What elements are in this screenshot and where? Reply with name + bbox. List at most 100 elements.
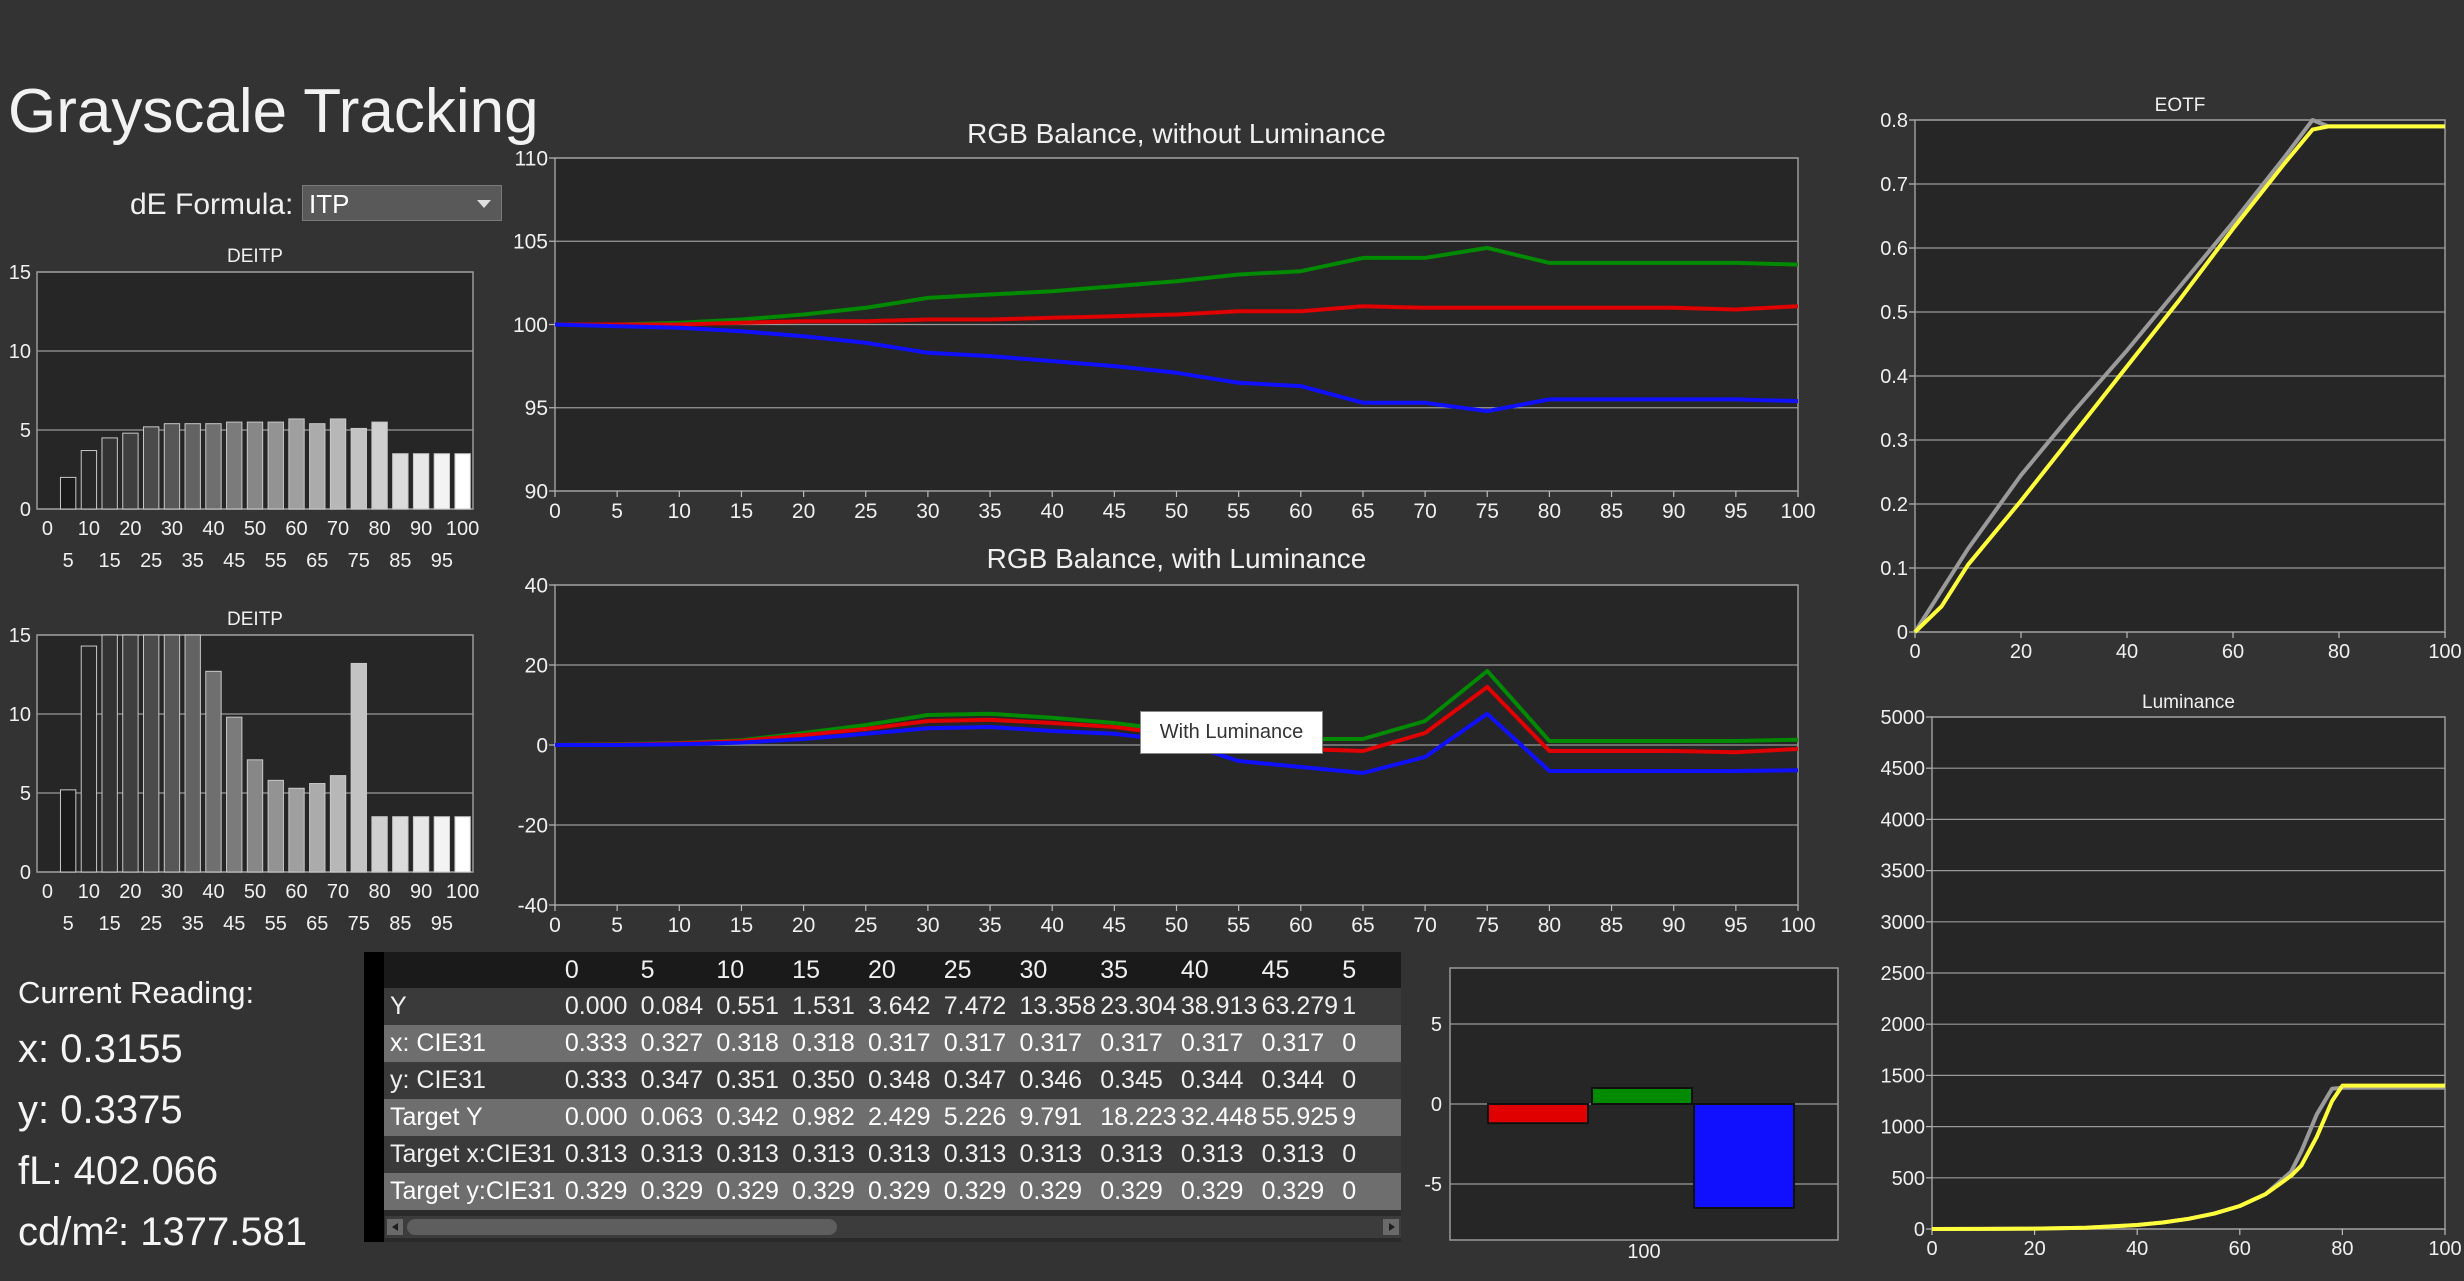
y-tick-label: 1500 xyxy=(1881,1065,1926,1087)
table-header-corner xyxy=(384,952,565,988)
scroll-right-icon[interactable] xyxy=(1383,1219,1399,1235)
table-column-header: 15 xyxy=(792,952,868,988)
table-column-header: 35 xyxy=(1100,952,1181,988)
table-column-header: 30 xyxy=(1019,952,1101,988)
x-tick-label: 100 xyxy=(2428,641,2461,663)
y-tick-label: -20 xyxy=(518,814,548,837)
table-cell: 0.313 xyxy=(943,1136,1020,1173)
y-tick-label: 4500 xyxy=(1881,758,1926,780)
x-tick-label: 35 xyxy=(978,914,1001,937)
table-column-header: 25 xyxy=(943,952,1020,988)
rgb-delta-bar-chart: -5 0 5 100 xyxy=(1424,967,1839,1260)
deitp-bar xyxy=(288,418,305,510)
x-tick-label: 70 xyxy=(1413,914,1436,937)
x-tick-label: 30 xyxy=(916,500,939,523)
table-cell: 0.347 xyxy=(640,1062,717,1099)
x-tick-label: 5 xyxy=(63,913,74,935)
table-cell: 0.329 xyxy=(564,1173,641,1210)
x-tick-label: 5 xyxy=(63,550,74,572)
x-tick-label: 25 xyxy=(854,500,877,523)
scrollbar-thumb[interactable] xyxy=(407,1219,837,1235)
deitp-bar xyxy=(226,716,243,873)
x-tick-label: 55 xyxy=(265,913,287,935)
y-tick-label: 4000 xyxy=(1881,809,1926,831)
x-tick-label: 85 xyxy=(1600,914,1623,937)
x-tick-label: 95 xyxy=(431,913,453,935)
x-tick-label: 25 xyxy=(854,914,877,937)
table-row[interactable]: Target y:CIE31 0.329 0.329 0.329 0.329 0.329 0… xyxy=(384,1173,1401,1210)
x-tick-label: 45 xyxy=(223,550,245,572)
table-cell: 0.348 xyxy=(867,1062,944,1099)
x-tick-label: 65 xyxy=(306,913,328,935)
x-tick-label: 10 xyxy=(78,518,100,540)
de-formula-value: ITP xyxy=(309,189,350,219)
table-row-label: Y xyxy=(384,988,565,1025)
deitp-bar xyxy=(412,453,430,510)
x-tick-label: 40 xyxy=(202,881,224,903)
table-row[interactable]: y: CIE31 0.333 0.347 0.351 0.350 0.348 0.347 0.… xyxy=(384,1062,1401,1099)
deitp-bar xyxy=(392,816,409,873)
y-tick-label: 0.4 xyxy=(1880,366,1908,388)
y-tick-label: -40 xyxy=(518,894,548,917)
y-tick-label: 1000 xyxy=(1881,1117,1926,1139)
y-tick-label: 0.7 xyxy=(1880,174,1908,196)
table-row[interactable]: Y 0.000 0.084 0.551 1.531 3.642 7.472 13.358 23.… xyxy=(384,988,1401,1025)
y-tick-label: 100 xyxy=(513,314,548,337)
y-tick-label: 110 xyxy=(515,147,548,170)
x-tick-label: 55 xyxy=(1227,914,1250,937)
deitp-bar xyxy=(80,645,98,873)
chart-title: EOTF xyxy=(2155,95,2206,116)
table-cell: 0.000 xyxy=(564,1099,641,1136)
table-cell: 0.313 xyxy=(1180,1136,1262,1173)
de-formula-select[interactable]: ITP xyxy=(302,185,502,221)
table-cell: 23.304 xyxy=(1100,988,1181,1025)
x-tick-label: 0 xyxy=(1909,641,1920,663)
x-tick-label: 35 xyxy=(182,913,204,935)
deitp-bar xyxy=(205,670,222,873)
deitp-bar xyxy=(122,432,139,510)
table-cell: 0.313 xyxy=(1261,1136,1343,1173)
table-cell: 38.913 xyxy=(1180,988,1262,1025)
table-cell: 0.344 xyxy=(1261,1062,1343,1099)
x-tick-label: 60 xyxy=(2222,641,2244,663)
table-cell: 0.345 xyxy=(1100,1062,1181,1099)
x-tick-label: 60 xyxy=(1289,500,1312,523)
chart-tooltip: With Luminance xyxy=(1140,711,1323,754)
table-cell: 5.226 xyxy=(943,1099,1020,1136)
y-tick-label: 0 xyxy=(1431,1094,1442,1116)
x-tick-label: 80 xyxy=(368,518,390,540)
x-tick-label: 75 xyxy=(1476,914,1499,937)
table-cell: 0.346 xyxy=(1019,1062,1101,1099)
table-cell: 3.642 xyxy=(867,988,944,1025)
table-cell: 0.982 xyxy=(792,1099,868,1136)
x-tick-label: 65 xyxy=(1351,914,1374,937)
table-row[interactable]: Target x:CIE31 0.313 0.313 0.313 0.313 0.313 0… xyxy=(384,1136,1401,1173)
deitp-bar xyxy=(59,789,77,873)
scroll-left-icon[interactable] xyxy=(387,1219,403,1235)
table-row[interactable]: x: CIE31 0.333 0.327 0.318 0.318 0.317 0.317 0.… xyxy=(384,1025,1401,1062)
table-cell: 0.329 xyxy=(1261,1173,1343,1210)
x-tick-label: 80 xyxy=(368,881,390,903)
table-cell: 0.329 xyxy=(1100,1173,1181,1210)
table-cell: 0.313 xyxy=(716,1136,793,1173)
y-tick-label: 0 xyxy=(20,862,31,884)
table-cell: 1.531 xyxy=(792,988,868,1025)
chevron-down-icon xyxy=(477,200,491,208)
deitp-bar xyxy=(184,634,201,873)
y-tick-label: 40 xyxy=(525,574,548,597)
deitp-bar xyxy=(433,453,451,510)
table-column-header: 10 xyxy=(716,952,793,988)
x-tick-label: 20 xyxy=(119,881,141,903)
eotf-chart: 0 0.1 0.2 0.3 0.4 0.5 0.6 0.7 0.8 0 20 40 60 80 100 EOT… xyxy=(1880,95,2462,663)
table-cell: 0.327 xyxy=(640,1025,717,1062)
y-tick-label: 0 xyxy=(1897,622,1908,644)
deitp-bar xyxy=(205,423,222,510)
y-tick-label: 10 xyxy=(9,341,31,363)
de-formula-label: dE Formula: xyxy=(130,188,294,221)
x-tick-label: 100 xyxy=(2428,1238,2461,1260)
table-cell: 32.448 xyxy=(1180,1099,1262,1136)
table-horizontal-scrollbar[interactable] xyxy=(385,1216,1401,1238)
x-tick-label: 60 xyxy=(2229,1238,2251,1260)
table-row[interactable]: Target Y 0.000 0.063 0.342 0.982 2.429 5.226 9.… xyxy=(384,1099,1401,1136)
table-cell: 18.223 xyxy=(1100,1099,1181,1136)
